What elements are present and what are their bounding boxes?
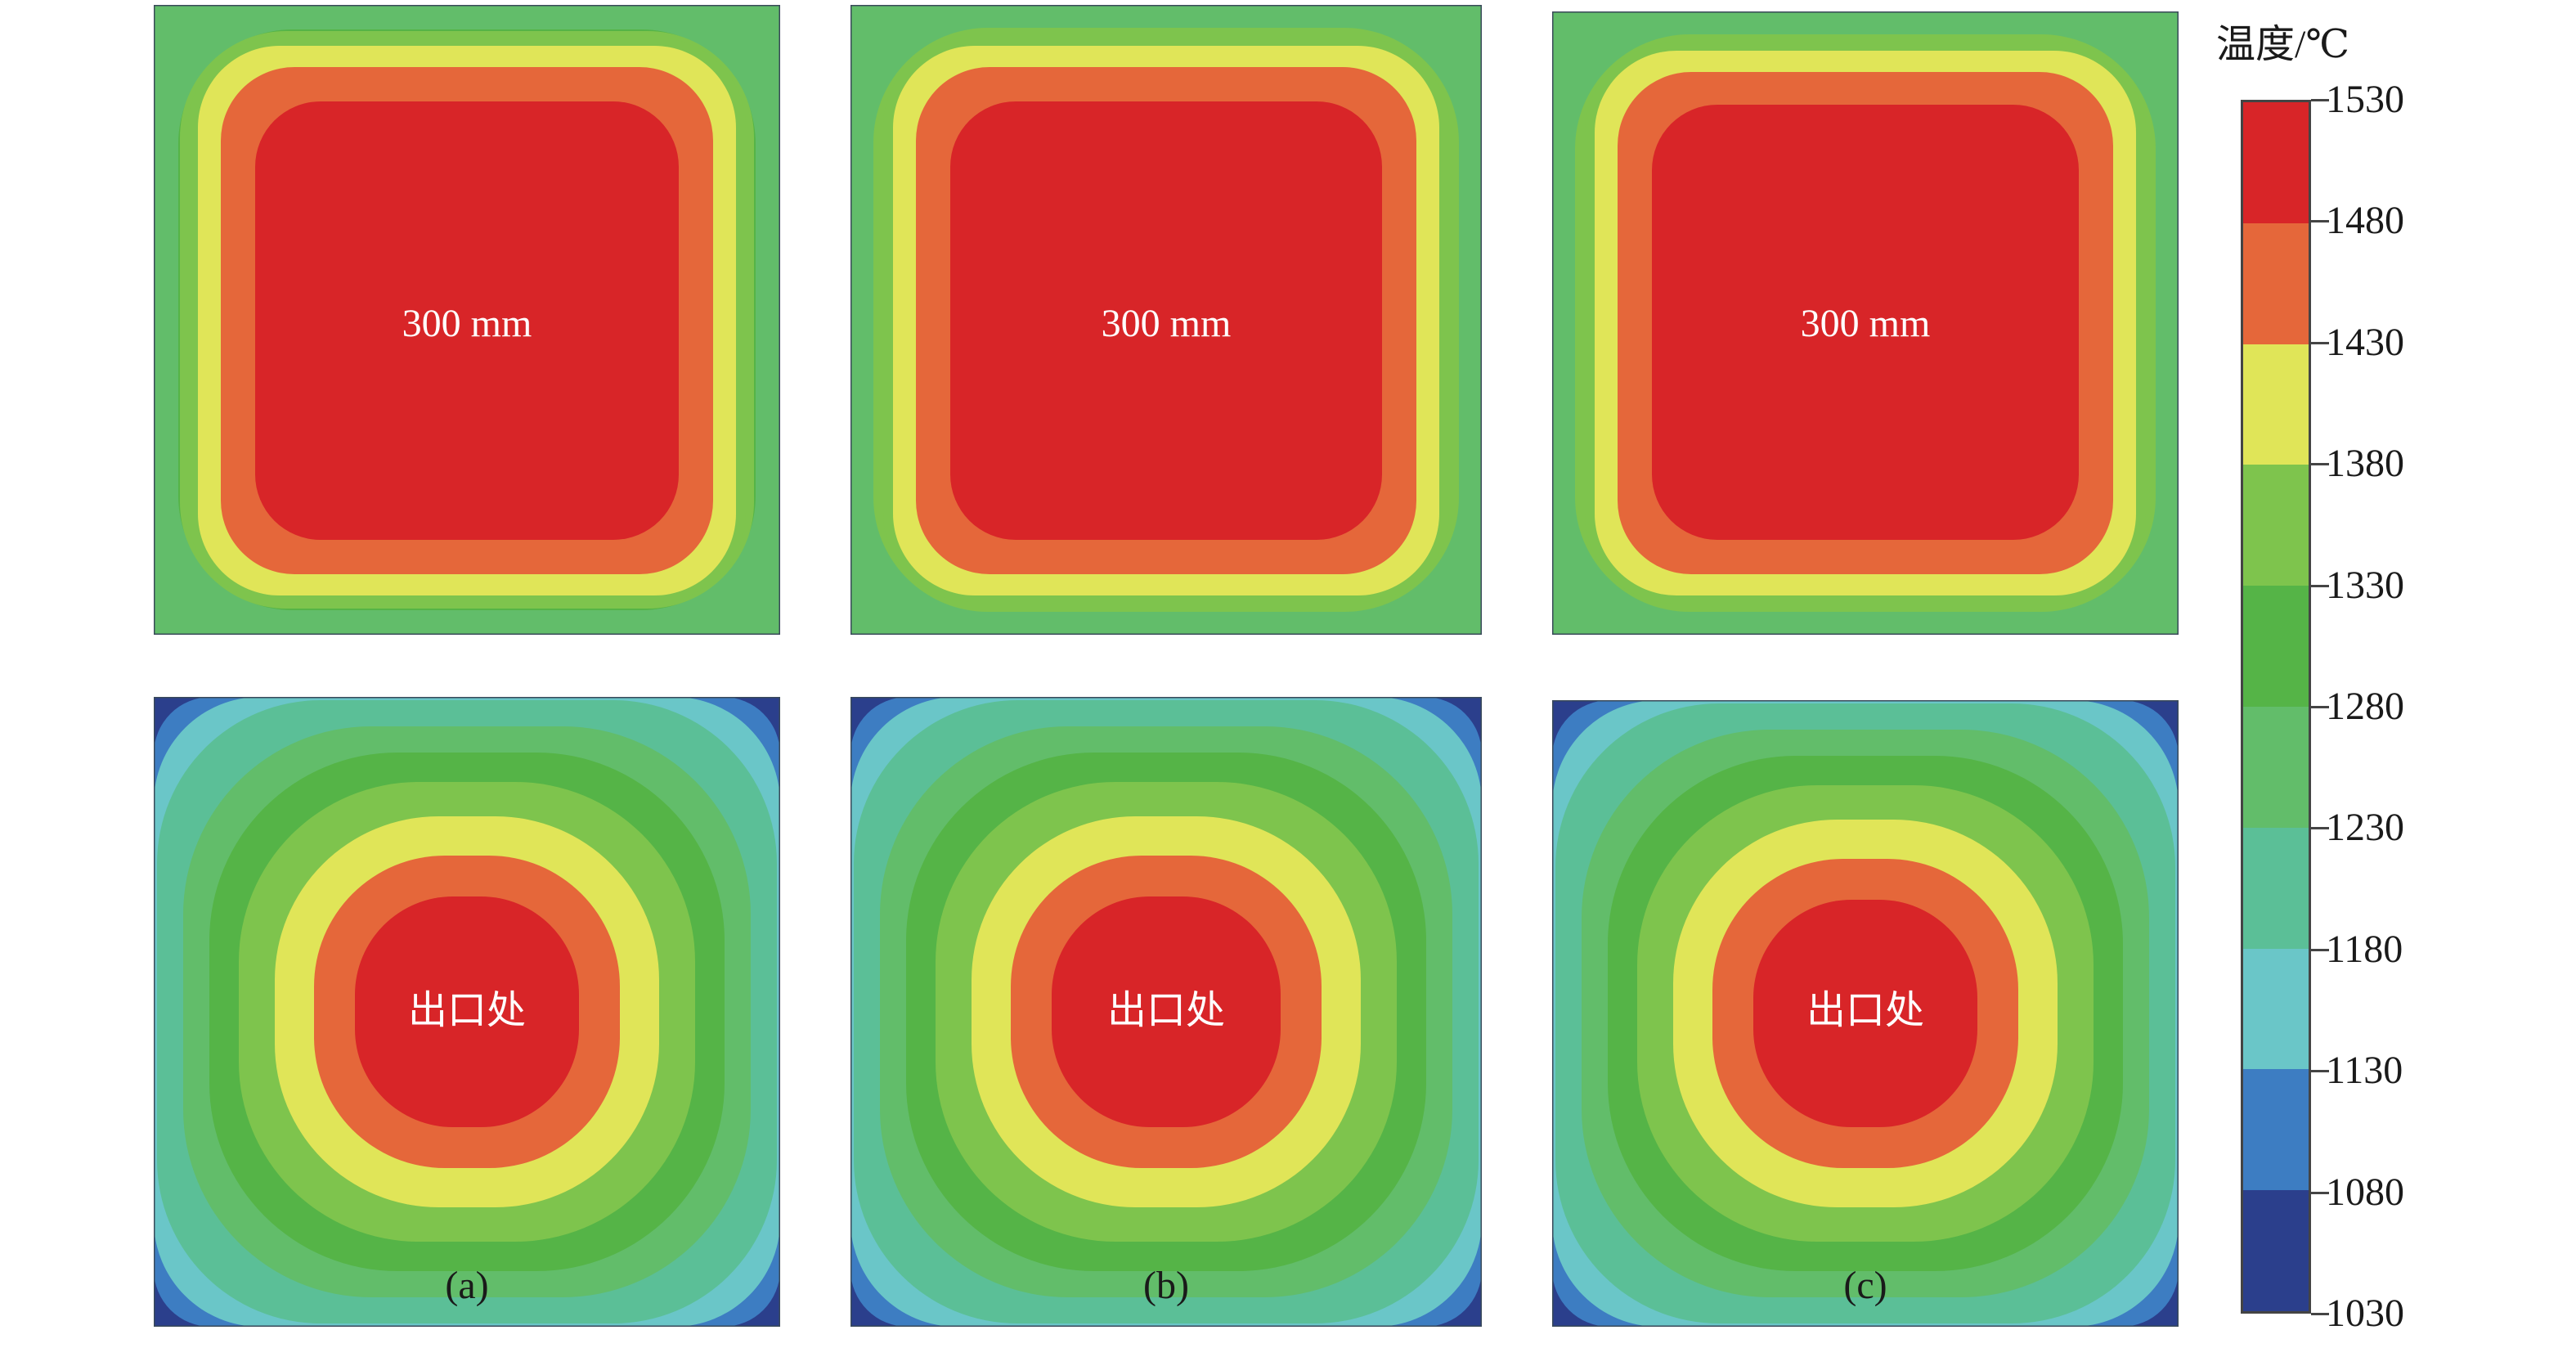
- colorbar-band: [2243, 102, 2309, 223]
- colorbar-tick-label: 1380: [2326, 442, 2404, 486]
- colorbar-tick: [2311, 463, 2329, 466]
- colorbar-tick-label: 1030: [2326, 1292, 2404, 1335]
- colorbar-band: [2243, 344, 2309, 465]
- colorbar-tick: [2311, 1191, 2329, 1194]
- center-label-top-a: 300 mm: [402, 302, 532, 345]
- contour-top-c: [1552, 11, 2179, 635]
- colorbar-tick: [2311, 584, 2329, 587]
- center-label-bottom-c: 出口处: [1806, 989, 1924, 1032]
- colorbar-band: [2243, 222, 2309, 344]
- colorbar-tick-label: 1430: [2326, 320, 2404, 364]
- panel-top-c: 300 mm: [1552, 11, 2179, 635]
- panel-top-a: 300 mm: [154, 5, 780, 635]
- colorbar-tick-label: 1530: [2326, 78, 2404, 121]
- colorbar-tick-label: 1130: [2326, 1049, 2403, 1093]
- center-label-top-c: 300 mm: [1800, 302, 1931, 345]
- colorbar-band: [2243, 586, 2309, 707]
- colorbar-tick: [2311, 99, 2329, 101]
- colorbar-tick-label: 1480: [2326, 199, 2404, 243]
- colorbar-tick: [2311, 706, 2329, 708]
- colorbar-title: 温度/℃: [2216, 23, 2350, 66]
- contour-top-a: [154, 5, 780, 635]
- colorbar-band: [2243, 948, 2309, 1070]
- colorbar-band: [2243, 1069, 2309, 1191]
- colorbar-tick: [2311, 341, 2329, 344]
- colorbar-band: [2243, 465, 2309, 586]
- contour-bottom-a: [154, 697, 780, 1327]
- contour-bottom-c: [1552, 700, 2179, 1327]
- panel-bottom-b: 出口处: [850, 697, 1482, 1327]
- colorbar-tick-label: 1180: [2326, 927, 2403, 971]
- colorbar-band: [2243, 827, 2309, 949]
- panel-top-b: 300 mm: [850, 5, 1482, 635]
- contour-top-b: [850, 5, 1482, 635]
- center-label-top-b: 300 mm: [1101, 302, 1232, 345]
- colorbar-tick: [2311, 827, 2329, 830]
- colorbar: [2241, 100, 2311, 1314]
- colorbar-tick: [2311, 220, 2329, 223]
- colorbar-band: [2243, 1190, 2309, 1311]
- center-label-bottom-a: 出口处: [407, 989, 526, 1032]
- colorbar-tick-label: 1080: [2326, 1170, 2404, 1214]
- colorbar-tick: [2311, 1070, 2329, 1073]
- colorbar-band: [2243, 706, 2309, 828]
- colorbar-tick: [2311, 1313, 2329, 1315]
- colorbar-tick: [2311, 948, 2329, 951]
- colorbar-tick-label: 1280: [2326, 685, 2404, 728]
- contour-bottom-b: [850, 697, 1482, 1327]
- colorbar-tick-label: 1230: [2326, 806, 2404, 850]
- center-label-bottom-b: 出口处: [1106, 989, 1225, 1032]
- colorbar-bands: [2243, 102, 2309, 1311]
- caption-c: (c): [1843, 1264, 1887, 1307]
- panel-bottom-c: 出口处: [1552, 700, 2179, 1327]
- panel-bottom-a: 出口处: [154, 697, 780, 1327]
- caption-a: (a): [445, 1264, 489, 1307]
- caption-b: (b): [1143, 1264, 1189, 1307]
- colorbar-tick-label: 1330: [2326, 563, 2404, 607]
